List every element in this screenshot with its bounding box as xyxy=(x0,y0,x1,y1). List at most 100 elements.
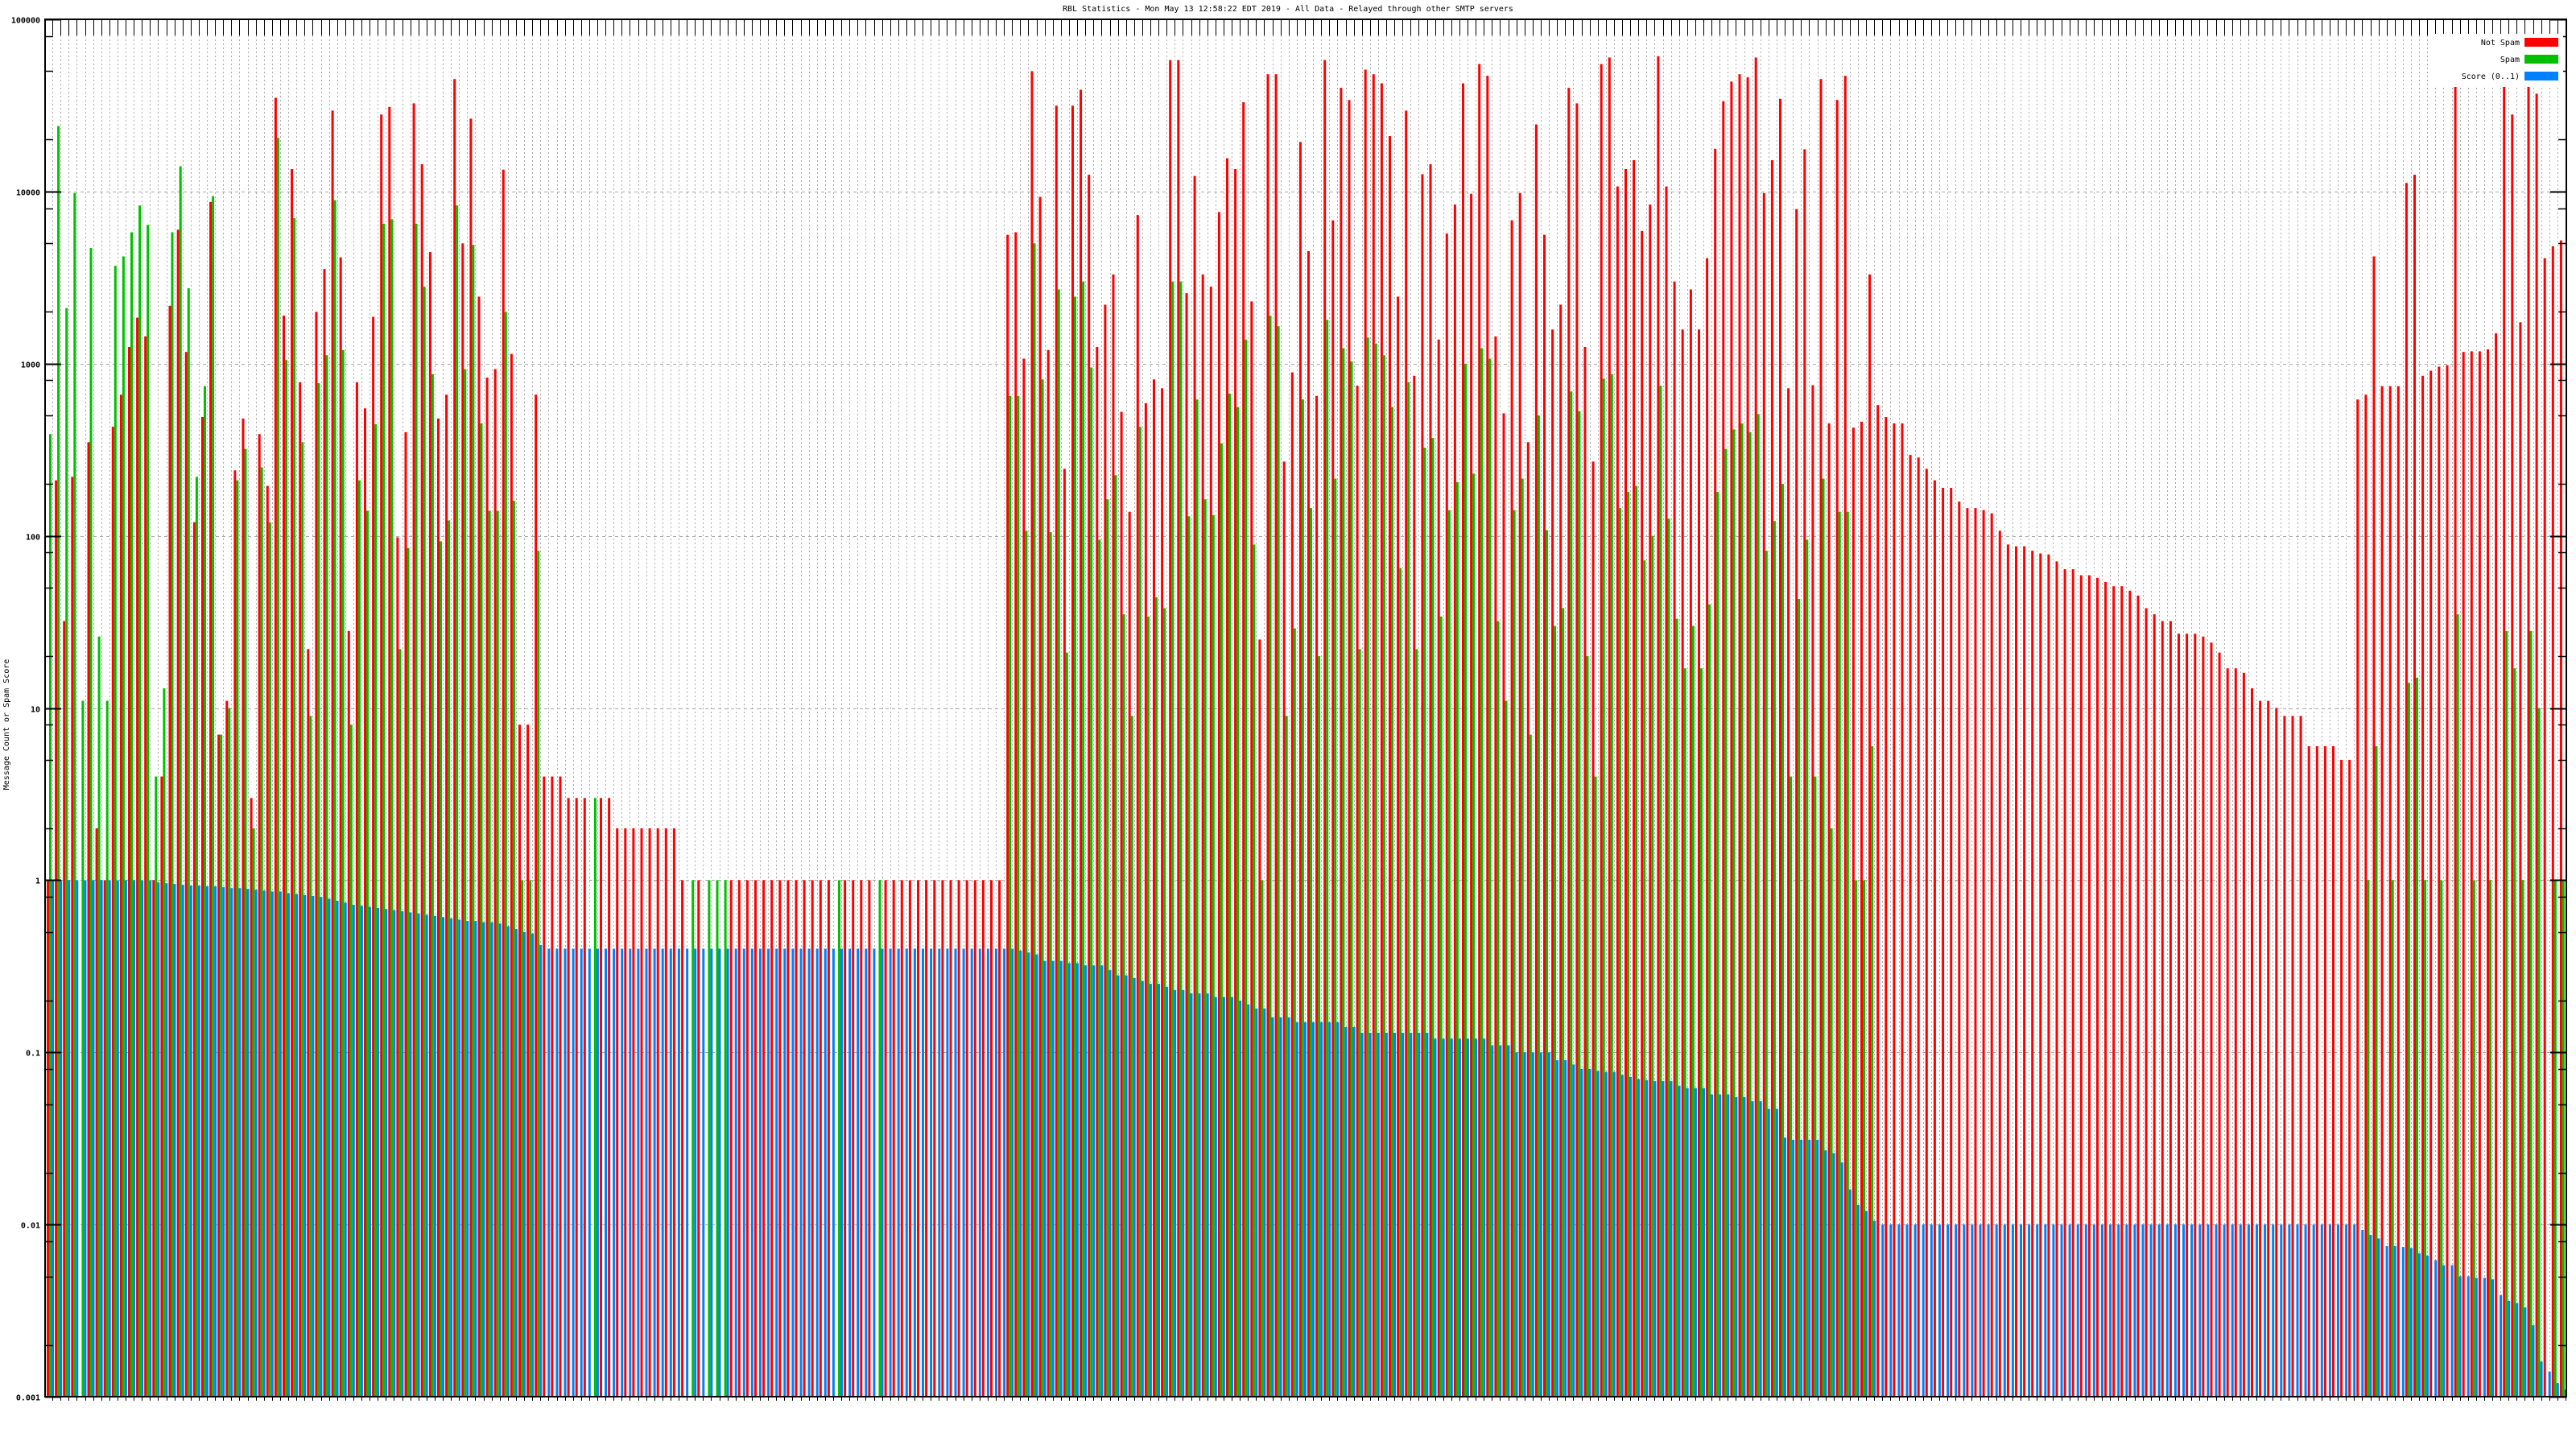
spam-bar xyxy=(1667,518,1670,1397)
score-bar xyxy=(1198,993,1201,1397)
spam-bar xyxy=(1691,625,1695,1397)
score-bar xyxy=(1873,1220,1876,1397)
score-bar xyxy=(303,894,307,1397)
score-bar xyxy=(1051,960,1055,1397)
score-bar xyxy=(1686,1088,1689,1397)
score-bar xyxy=(149,880,152,1397)
spam-bar xyxy=(529,880,532,1397)
not-spam-bar xyxy=(900,880,903,1397)
score-bar xyxy=(1735,1096,1738,1397)
spam-bar xyxy=(2537,708,2541,1397)
not-spam-bar xyxy=(1030,71,1034,1397)
not-spam-bar xyxy=(1534,124,1538,1397)
not-spam-bar xyxy=(1161,388,1164,1397)
not-spam-bar xyxy=(1209,287,1212,1397)
spam-bar xyxy=(97,636,101,1397)
not-spam-bar xyxy=(364,408,366,1397)
not-spam-bar xyxy=(1128,511,1131,1397)
score-bar xyxy=(344,902,347,1397)
not-spam-bar xyxy=(2503,80,2506,1397)
score-bar xyxy=(661,948,664,1397)
not-spam-bar xyxy=(1746,77,1749,1397)
not-spam-bar xyxy=(2299,716,2302,1397)
not-spam-bar xyxy=(2470,351,2473,1397)
spam-bar xyxy=(691,880,695,1397)
not-spam-bar xyxy=(152,880,155,1397)
not-spam-bar xyxy=(323,269,326,1397)
spam-bar xyxy=(1822,478,1825,1397)
spam-bar xyxy=(2521,880,2524,1397)
not-spam-bar xyxy=(2438,366,2441,1397)
spam-bar xyxy=(1447,510,1451,1397)
spam-bar xyxy=(1146,616,1150,1397)
score-bar xyxy=(1556,1060,1559,1397)
spam-bar xyxy=(1155,597,1158,1397)
spam-bar xyxy=(1090,367,1093,1397)
score-bar xyxy=(1442,1038,1445,1397)
not-spam-bar xyxy=(2047,554,2050,1397)
spam-bar xyxy=(2456,614,2459,1397)
not-spam-bar xyxy=(860,880,863,1397)
score-bar xyxy=(1832,1153,1835,1397)
score-bar xyxy=(2442,1265,2446,1397)
not-spam-bar xyxy=(2535,93,2538,1397)
score-bar xyxy=(2272,1224,2275,1397)
not-spam-bar xyxy=(1177,60,1180,1397)
not-spam-bar xyxy=(632,828,635,1397)
score-bar xyxy=(1963,1224,1966,1397)
not-spam-bar xyxy=(2551,246,2554,1397)
spam-bar xyxy=(2367,880,2370,1397)
spam-bar xyxy=(1594,776,1597,1397)
score-bar xyxy=(1848,1189,1852,1397)
score-bar xyxy=(1531,1052,1534,1397)
not-spam-bar xyxy=(819,880,822,1397)
not-spam-bar xyxy=(1038,196,1042,1397)
spam-bar xyxy=(431,374,434,1397)
score-bar xyxy=(1385,1032,1388,1397)
spam-bar xyxy=(1277,326,1280,1397)
score-bar xyxy=(1727,1094,1730,1397)
score-bar xyxy=(1792,1140,1795,1397)
score-bar xyxy=(1035,954,1038,1397)
not-spam-bar xyxy=(160,776,163,1397)
not-spam-bar xyxy=(1787,388,1790,1397)
not-spam-bar xyxy=(737,880,741,1397)
not-spam-bar xyxy=(2104,581,2107,1397)
spam-bar xyxy=(1236,407,1240,1397)
spam-bar xyxy=(708,880,711,1397)
not-spam-bar xyxy=(299,382,302,1397)
spam-bar xyxy=(1017,395,1020,1397)
score-bar xyxy=(1174,989,1177,1397)
score-bar xyxy=(2174,1224,2177,1397)
spam-bar xyxy=(1513,510,1516,1397)
score-bar xyxy=(100,880,103,1397)
spam-bar xyxy=(1635,485,1638,1397)
score-bar xyxy=(539,945,543,1397)
not-spam-bar xyxy=(1600,64,1603,1397)
score-bar xyxy=(954,948,957,1397)
score-bar xyxy=(1084,965,1088,1397)
score-bar xyxy=(1141,980,1144,1397)
score-bar xyxy=(710,948,713,1397)
not-spam-bar xyxy=(1372,74,1375,1397)
not-spam-bar xyxy=(1649,204,1652,1397)
not-spam-bar xyxy=(1153,379,1155,1397)
score-bar xyxy=(2157,1224,2161,1397)
score-bar xyxy=(986,948,989,1397)
not-spam-bar xyxy=(1193,175,1196,1397)
not-spam-bar xyxy=(2120,586,2124,1397)
spam-bar xyxy=(1399,568,1402,1397)
score-bar xyxy=(2003,1224,2006,1397)
score-bar xyxy=(1076,963,1079,1397)
score-bar xyxy=(750,948,753,1397)
not-spam-bar xyxy=(1583,347,1587,1397)
score-bar xyxy=(1678,1085,1681,1397)
not-spam-bar xyxy=(2242,672,2245,1397)
not-spam-bar xyxy=(347,630,350,1397)
not-spam-bar xyxy=(1754,57,1757,1397)
not-spam-bar xyxy=(1706,258,1709,1397)
not-spam-bar xyxy=(2055,561,2058,1397)
spam-bar xyxy=(593,798,597,1397)
not-spam-bar xyxy=(1486,76,1489,1397)
score-bar xyxy=(2458,1276,2462,1397)
